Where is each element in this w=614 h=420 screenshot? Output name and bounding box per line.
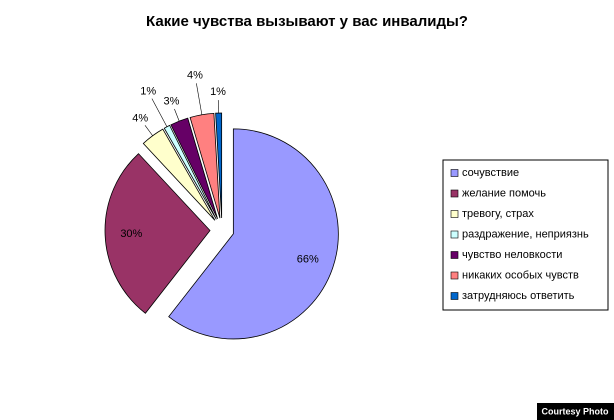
- pie-slice: [170, 117, 218, 220]
- legend-swatch: [450, 210, 459, 218]
- legend-label: никаких особых чувств: [462, 269, 579, 281]
- legend-label: затрудняюсь ответить: [462, 290, 575, 302]
- chart-title: Какие чувства вызывают у вас инвалиды?: [146, 13, 468, 30]
- data-label: 1%: [140, 85, 156, 97]
- pie-slice: [168, 128, 339, 340]
- legend-label: тревогу, страх: [462, 208, 534, 220]
- legend-swatch: [450, 169, 459, 177]
- data-label: 4%: [187, 69, 203, 81]
- data-label: 1%: [210, 86, 226, 98]
- leader-line: [151, 98, 168, 127]
- leader-line: [196, 83, 203, 115]
- legend-swatch: [450, 230, 459, 239]
- legend: [442, 159, 609, 311]
- pie-slice: [104, 153, 211, 314]
- legend-swatch: [450, 271, 459, 280]
- legend-label: раздражение, неприязнь: [462, 228, 589, 240]
- legend-label: желание помочь: [462, 187, 546, 199]
- leader-line: [174, 108, 180, 122]
- legend-swatch: [450, 189, 459, 198]
- legend-swatch: [450, 251, 459, 259]
- data-label: 30%: [120, 228, 142, 240]
- credit: Courtesy Photo: [541, 406, 609, 416]
- leader-line: [144, 125, 153, 136]
- legend-label: чувство неловкости: [462, 249, 562, 261]
- data-label: 3%: [164, 95, 180, 107]
- legend-label: сочувствие: [462, 167, 519, 179]
- legend-swatch: [450, 292, 459, 300]
- credit-box: [537, 403, 614, 420]
- data-label: 66%: [297, 253, 319, 265]
- data-label: 4%: [132, 113, 148, 125]
